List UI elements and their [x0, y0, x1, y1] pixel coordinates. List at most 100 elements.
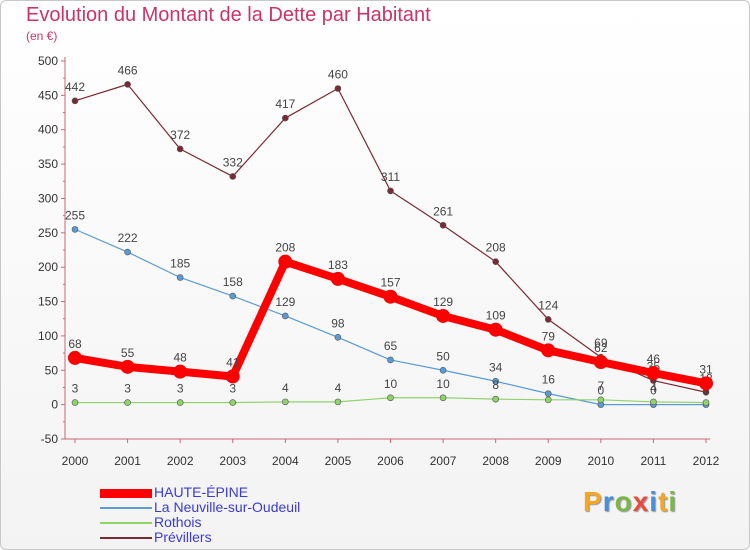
data-label: 222 [118, 231, 138, 245]
x-tick-label: 2005 [325, 454, 352, 468]
data-point [330, 271, 345, 286]
data-label: 55 [121, 346, 135, 360]
data-label: 4 [335, 381, 342, 395]
data-label: 69 [594, 336, 608, 350]
data-label: 98 [331, 316, 345, 330]
data-label: 0 [650, 384, 657, 398]
legend-item: La Neuville-sur-Oudeuil [100, 500, 300, 515]
y-tick-label: 200 [38, 260, 58, 274]
legend-swatch [100, 537, 152, 540]
x-tick-label: 2002 [167, 454, 194, 468]
data-point [124, 248, 131, 256]
data-point [646, 366, 661, 381]
data-label: 185 [170, 256, 190, 270]
data-point [544, 316, 552, 323]
data-label: 466 [118, 63, 138, 77]
x-tick-label: 2010 [587, 454, 614, 468]
data-label: 109 [486, 309, 506, 323]
data-point [282, 312, 289, 320]
proxiti-logo: Proxiti [583, 486, 677, 518]
data-point [68, 350, 82, 365]
legend-swatch [100, 488, 152, 498]
data-point [544, 390, 552, 397]
legend-item: HAUTE-ÉPINE [100, 485, 300, 500]
logo-letter: P [583, 486, 603, 517]
data-label: 16 [542, 373, 556, 387]
data-label: 7 [597, 379, 604, 393]
data-point [225, 369, 240, 384]
data-label: 31 [699, 362, 713, 376]
data-point [488, 322, 503, 337]
data-label: 10 [436, 377, 450, 391]
x-tick-label: 2001 [114, 454, 141, 468]
data-point [176, 274, 184, 281]
x-tick-label: 2009 [535, 454, 562, 468]
data-label: 261 [433, 204, 453, 218]
x-tick-label: 2012 [693, 454, 720, 468]
data-point [597, 396, 605, 404]
data-label: 183 [328, 258, 348, 272]
data-point [229, 399, 237, 406]
x-tick-label: 2004 [272, 454, 299, 468]
data-point [439, 366, 447, 374]
data-label: 124 [538, 298, 558, 312]
y-tick-label: 350 [38, 157, 58, 171]
data-point [282, 114, 289, 122]
y-tick-label: 50 [45, 363, 59, 377]
chart-subtitle: (en €) [26, 29, 58, 43]
data-point [699, 376, 713, 391]
data-point [71, 97, 79, 105]
data-label: 372 [170, 128, 190, 142]
data-point [71, 399, 79, 406]
legend-label: Rothois [154, 514, 202, 530]
data-label: 4 [650, 381, 657, 395]
data-point [544, 396, 552, 404]
data-label: 4 [282, 381, 289, 395]
y-tick-label: 100 [38, 329, 58, 343]
data-point [492, 258, 499, 265]
y-tick-label: 500 [38, 54, 58, 68]
data-point [334, 398, 342, 406]
data-label: 65 [384, 339, 398, 353]
legend-label: Prévillers [154, 529, 212, 545]
data-label: 208 [275, 241, 295, 255]
data-point [71, 226, 79, 233]
data-label: 79 [542, 329, 556, 343]
y-tick-label: 400 [38, 123, 58, 137]
y-tick-label: -50 [41, 432, 59, 446]
x-tick-label: 2000 [62, 454, 89, 468]
y-tick-label: 150 [38, 295, 58, 309]
data-point [492, 395, 499, 403]
data-label: 157 [380, 276, 400, 290]
data-label: 0 [703, 384, 710, 398]
x-tick-label: 2008 [482, 454, 509, 468]
data-label: 129 [433, 295, 453, 309]
data-label: 442 [65, 80, 85, 94]
data-label: 208 [486, 241, 506, 255]
x-tick-label: 2003 [219, 454, 246, 468]
data-point [173, 364, 188, 379]
data-point [387, 356, 394, 364]
logo-letter: t [658, 486, 669, 517]
x-tick-label: 2007 [430, 454, 457, 468]
legend-item: Prévillers [100, 530, 300, 545]
data-label: 129 [275, 295, 295, 309]
data-point [492, 377, 499, 385]
data-label: 3 [72, 382, 79, 396]
legend-swatch [100, 507, 152, 510]
logo-letter: r [602, 486, 615, 517]
logo-letter: o [614, 486, 633, 517]
data-point [334, 333, 342, 341]
chart-title: Evolution du Montant de la Dette par Hab… [26, 4, 431, 26]
y-tick-label: 450 [38, 88, 58, 102]
data-point [439, 394, 447, 402]
data-label: 3 [124, 382, 131, 396]
data-point [383, 289, 398, 304]
data-label: 417 [275, 97, 295, 111]
y-tick-label: 300 [38, 191, 58, 205]
data-point [229, 292, 237, 300]
logo-letter: i [668, 486, 678, 517]
data-point [229, 173, 237, 180]
